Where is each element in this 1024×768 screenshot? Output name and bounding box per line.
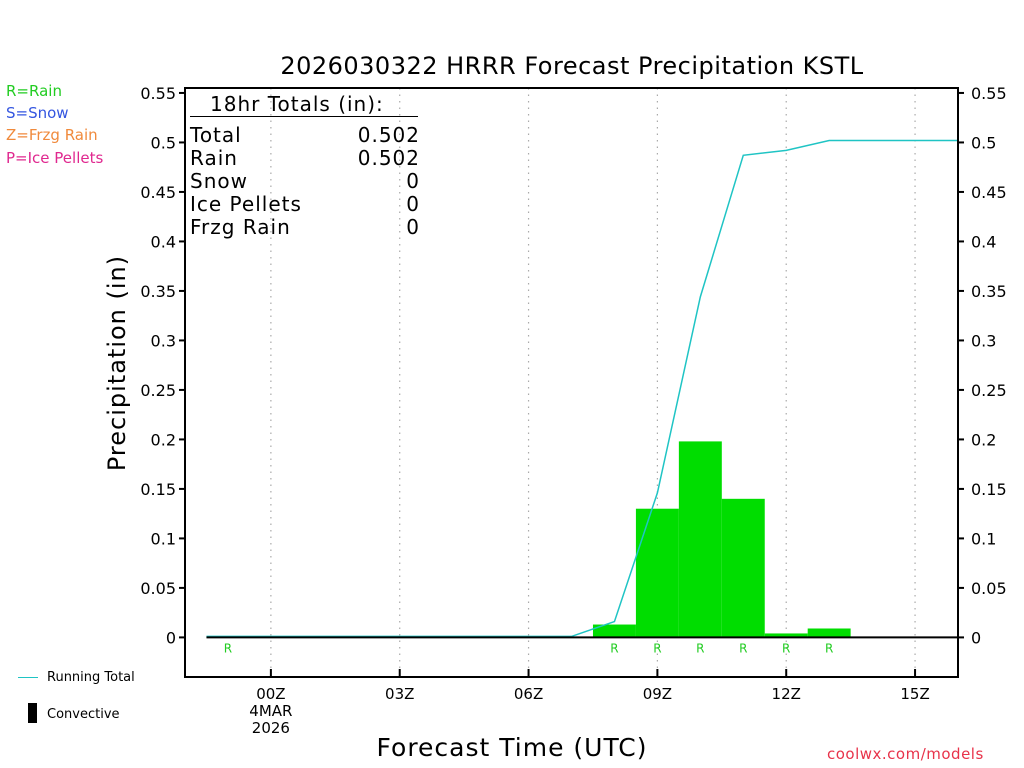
- convective-key-label: Convective: [47, 707, 120, 722]
- legend-rain: R=Rain: [6, 82, 62, 100]
- precip-type-label: R: [653, 641, 661, 655]
- totals-value: 0: [406, 192, 420, 216]
- y-tick-label-right: 0.2: [971, 430, 996, 449]
- y-tick-label-left: 0.4: [151, 232, 176, 251]
- y-tick-label-right: 0.1: [971, 529, 996, 548]
- x-tick-label: 06Z: [514, 685, 543, 703]
- y-tick-label-left: 0.55: [140, 84, 176, 103]
- y-tick-label-left: 0.1: [151, 529, 176, 548]
- precip-bar: [764, 633, 808, 638]
- x-tick-label: 2026: [252, 719, 290, 737]
- y-tick-label-right: 0.05: [971, 579, 1007, 598]
- totals-label: Snow: [190, 169, 248, 193]
- x-axis-title: Forecast Time (UTC): [376, 733, 648, 762]
- totals-value: 0.502: [357, 146, 420, 170]
- y-tick-label-left: 0.05: [140, 579, 176, 598]
- x-tick-label: 00Z: [256, 685, 285, 703]
- totals-label: Ice Pellets: [190, 192, 302, 216]
- precip-type-label: R: [782, 641, 790, 655]
- legend-ice-pellets: P=Ice Pellets: [6, 149, 104, 167]
- precip-type-label: R: [224, 641, 232, 655]
- totals-value: 0: [406, 215, 420, 239]
- totals-label: Frzg Rain: [190, 215, 291, 239]
- source-credit: coolwx.com/models: [827, 745, 984, 763]
- y-tick-label-left: 0: [166, 628, 176, 647]
- totals-value: 0: [406, 169, 420, 193]
- y-tick-label-right: 0.35: [971, 282, 1007, 301]
- y-tick-label-right: 0.15: [971, 480, 1007, 499]
- plot-frame: [184, 87, 959, 678]
- totals-value: 0.502: [357, 123, 420, 147]
- precip-bar: [592, 624, 636, 638]
- y-tick-label-left: 0.2: [151, 430, 176, 449]
- precip-type-label: R: [610, 641, 618, 655]
- precip-type-label: R: [739, 641, 747, 655]
- y-tick-label-left: 0.35: [140, 282, 176, 301]
- totals-row: Total 0.502: [190, 123, 420, 147]
- x-tick-label: 12Z: [772, 685, 801, 703]
- precip-bar: [635, 508, 679, 638]
- running-total-key-label: Running Total: [47, 670, 135, 685]
- x-tick-label: 03Z: [385, 685, 414, 703]
- y-tick-label-left: 0.15: [140, 480, 176, 499]
- running-total-swatch: [18, 677, 38, 678]
- totals-divider: [190, 116, 418, 117]
- legend-freezing-rain: Z=Frzg Rain: [6, 126, 98, 144]
- y-tick-label-right: 0.4: [971, 232, 996, 251]
- y-tick-label-right: 0.3: [971, 331, 996, 350]
- y-tick-label-left: 0.5: [151, 133, 176, 152]
- x-tick-label: 4MAR: [249, 702, 292, 720]
- precip-type-label: R: [696, 641, 704, 655]
- x-tick-label: 09Z: [643, 685, 672, 703]
- totals-row: Frzg Rain 0: [190, 215, 420, 239]
- x-tick-label: 15Z: [900, 685, 929, 703]
- y-tick-label-left: 0.25: [140, 381, 176, 400]
- y-axis-title: Precipitation (in): [103, 254, 131, 472]
- totals-row: Rain 0.502: [190, 146, 420, 170]
- y-tick-label-right: 0.55: [971, 84, 1007, 103]
- totals-label: Rain: [190, 146, 238, 170]
- y-tick-label-right: 0.45: [971, 183, 1007, 202]
- y-tick-label-right: 0.5: [971, 133, 996, 152]
- precip-bar: [721, 498, 765, 638]
- precip-type-label: R: [825, 641, 833, 655]
- grid-lines: [270, 88, 916, 677]
- precip-bar: [807, 628, 851, 638]
- totals-header: 18hr Totals (in):: [210, 92, 384, 116]
- y-axis-ticks: 0 00.05 0.050.1 0.10.15 0.150.2 0.20.25 0.250.…: [140, 84, 1006, 647]
- y-tick-label-left: 0.45: [140, 183, 176, 202]
- precip-bars: [206, 441, 851, 638]
- chart-title: 2026030322 HRRR Forecast Precipitation K…: [280, 52, 864, 80]
- convective-swatch: [28, 703, 37, 723]
- y-tick-label-right: 0: [971, 628, 981, 647]
- y-tick-label-right: 0.25: [971, 381, 1007, 400]
- totals-row: Snow 0: [190, 169, 420, 193]
- totals-row: Ice Pellets 0: [190, 192, 420, 216]
- precip-bar: [678, 441, 722, 638]
- y-tick-label-left: 0.3: [151, 331, 176, 350]
- legend-snow: S=Snow: [6, 104, 69, 122]
- totals-label: Total: [190, 123, 242, 147]
